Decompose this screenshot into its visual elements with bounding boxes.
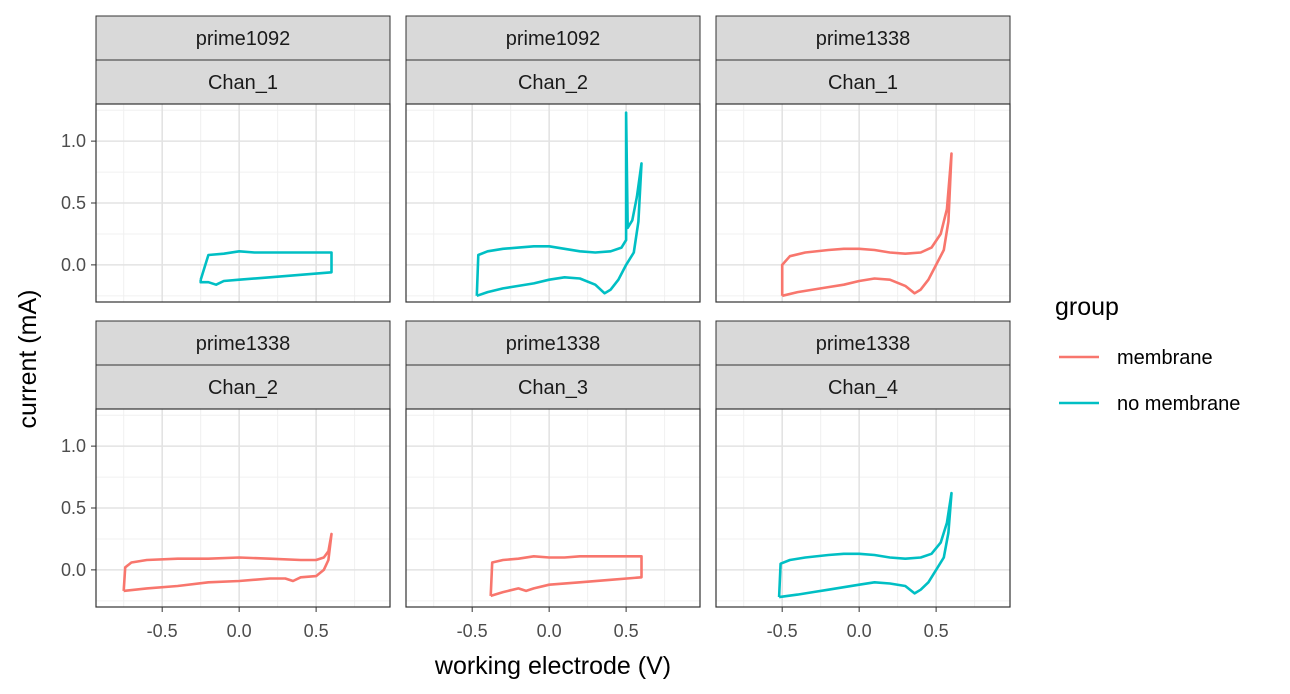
- strip-top-label: prime1338: [816, 333, 911, 355]
- series-line-no-membrane: [475, 111, 643, 298]
- y-tick-label: 1.0: [61, 436, 86, 456]
- strip-bottom-label: Chan_2: [208, 377, 278, 399]
- facet-panel: prime1338 Chan_2: [95, 320, 391, 608]
- legend-label-no-membrane: no membrane: [1117, 393, 1240, 415]
- series-line-no-membrane: [777, 491, 953, 599]
- x-tick-label: 0.5: [304, 621, 329, 641]
- facet-panel: prime1338 Chan_4: [715, 320, 1011, 608]
- x-axis-title: working electrode (V): [434, 652, 671, 680]
- strip-bottom-label: Chan_2: [518, 72, 588, 94]
- facet-panels: prime1092 Chan_1 prime1092 Chan_2 prime1338 C…: [95, 15, 1011, 608]
- x-tick-label: -0.5: [457, 621, 488, 641]
- strip-top-label: prime1092: [506, 28, 601, 50]
- y-axes: 0.0 0.5 1.0 0.0 0.5 1.0: [61, 131, 96, 580]
- strip-top: [405, 15, 701, 61]
- panel-border: [715, 408, 1011, 608]
- series-line-membrane: [489, 555, 643, 598]
- x-tick-label: 0.5: [614, 621, 639, 641]
- y-tick-label: 1.0: [61, 131, 86, 151]
- x-axes: -0.5 0.0 0.5 -0.5 0.0 0.5 -0.5 0.0 0.5: [147, 607, 949, 641]
- y-tick-label: 0.5: [61, 498, 86, 518]
- strip-bottom-label: Chan_3: [518, 377, 588, 399]
- strip-bottom-label: Chan_4: [828, 377, 898, 399]
- x-tick-label: -0.5: [147, 621, 178, 641]
- strip-top: [405, 320, 701, 366]
- strip-top-label: prime1338: [816, 28, 911, 50]
- series-line-membrane: [122, 532, 333, 593]
- legend-title: group: [1055, 293, 1119, 321]
- x-tick-label: 0.0: [537, 621, 562, 641]
- strip-bottom: [95, 59, 391, 105]
- series-line-membrane: [780, 152, 953, 298]
- legend-label-membrane: membrane: [1117, 347, 1213, 369]
- facet-panel: prime1092 Chan_1: [95, 15, 391, 303]
- x-tick-label: -0.5: [767, 621, 798, 641]
- strip-bottom: [715, 59, 1011, 105]
- x-tick-label: 0.0: [227, 621, 252, 641]
- strip-top-label: prime1338: [506, 333, 601, 355]
- legend: group membrane no membrane: [1055, 293, 1240, 415]
- y-tick-label: 0.5: [61, 193, 86, 213]
- x-tick-label: 0.5: [924, 621, 949, 641]
- panel-border: [405, 103, 701, 303]
- y-tick-label: 0.0: [61, 255, 86, 275]
- y-tick-label: 0.0: [61, 560, 86, 580]
- strip-top: [95, 320, 391, 366]
- series-line-no-membrane: [199, 250, 333, 286]
- facet-panel: prime1338 Chan_3: [405, 320, 701, 608]
- strip-top: [715, 320, 1011, 366]
- strip-top: [95, 15, 391, 61]
- facet-panel: prime1092 Chan_2: [405, 15, 701, 303]
- strip-top-label: prime1338: [196, 333, 291, 355]
- panel-border: [405, 408, 701, 608]
- strip-bottom: [405, 364, 701, 410]
- x-tick-label: 0.0: [847, 621, 872, 641]
- strip-bottom-label: Chan_1: [828, 72, 898, 94]
- y-axis-title: current (mA): [14, 290, 42, 429]
- strip-top-label: prime1092: [196, 28, 291, 50]
- panel-border: [715, 103, 1011, 303]
- facet-panel: prime1338 Chan_1: [715, 15, 1011, 303]
- strip-bottom: [95, 364, 391, 410]
- strip-bottom-label: Chan_1: [208, 72, 278, 94]
